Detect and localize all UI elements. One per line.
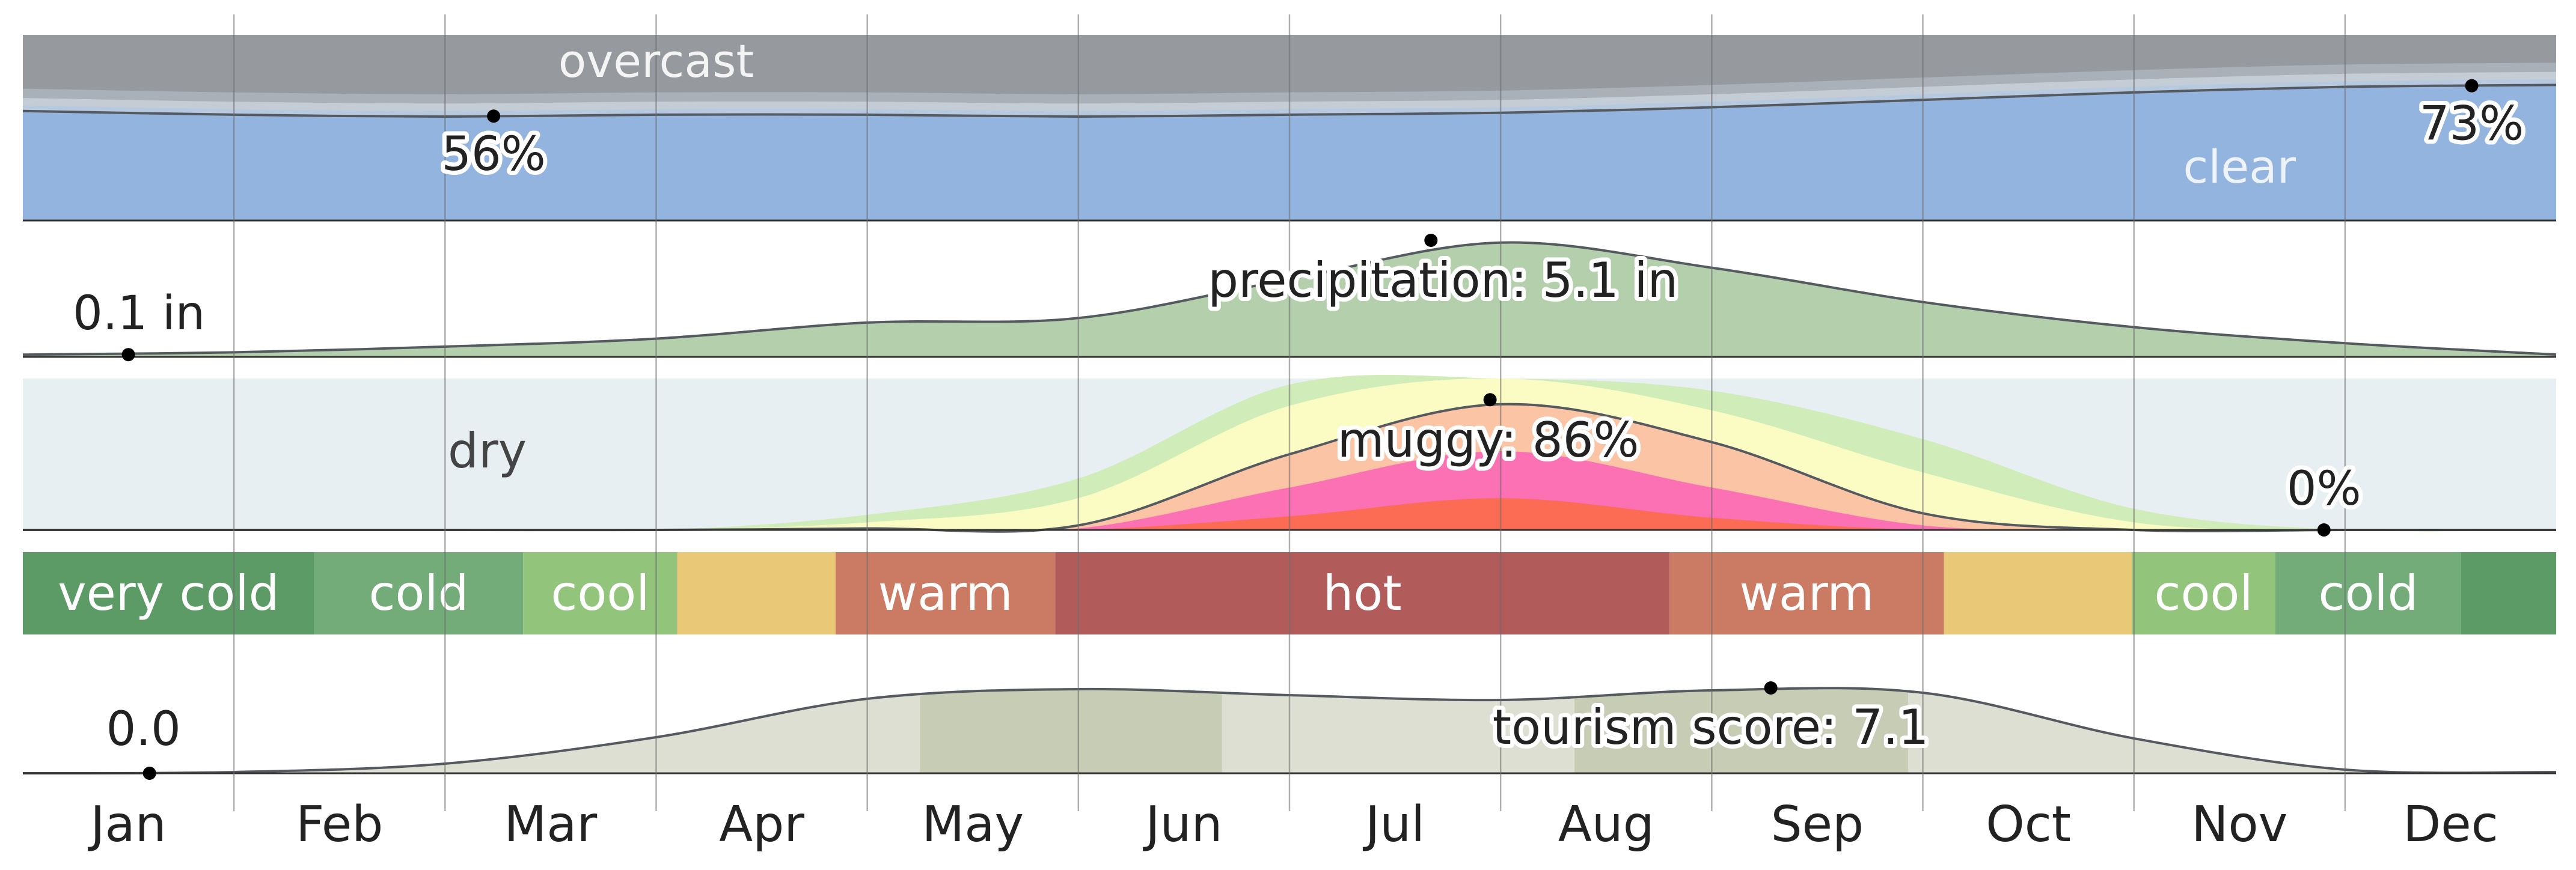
temperature-segment-label: cool bbox=[2154, 565, 2253, 621]
tourism-best-period bbox=[1574, 688, 1908, 773]
month-label: Dec bbox=[2403, 796, 2498, 853]
temperature-segment bbox=[677, 552, 836, 634]
dry-label: dry bbox=[448, 423, 527, 479]
precipitation-annotation-label: precipitation: 5.1 in bbox=[1208, 252, 1678, 308]
temperature-segment bbox=[1669, 552, 1944, 634]
temperature-segment bbox=[2275, 552, 2461, 634]
month-label: Sep bbox=[1771, 796, 1864, 853]
temperature-segment-label: cool bbox=[551, 565, 649, 621]
temperature-segment bbox=[314, 552, 524, 634]
month-label: May bbox=[922, 796, 1024, 853]
overcast-label: overcast bbox=[558, 34, 754, 88]
precipitation-annotation-dot bbox=[121, 348, 135, 362]
humidity-annotation-dot bbox=[1483, 393, 1497, 407]
humidity-annotation-label: 0% bbox=[2287, 462, 2361, 516]
temperature-segment-label: hot bbox=[1323, 565, 1402, 621]
humidity-annotation-label: muggy: 86% bbox=[1338, 412, 1639, 468]
month-label: Feb bbox=[296, 796, 383, 853]
temperature-segment-label: warm bbox=[1739, 565, 1874, 621]
month-label: Mar bbox=[504, 796, 598, 853]
temperature-segment bbox=[1944, 552, 2132, 634]
temperature-segment-label: warm bbox=[878, 565, 1013, 621]
tourism-annotation-dot bbox=[142, 767, 156, 780]
cloud-annotation-label: 73% bbox=[2420, 97, 2524, 151]
month-gridlines bbox=[233, 14, 2346, 811]
cloud-annotation-label: 56% bbox=[441, 127, 545, 181]
temperature-segment bbox=[1055, 552, 1670, 634]
temperature-band-panel: very cold cold cool warm hot warm cool cold bbox=[23, 552, 2556, 634]
precipitation-annotation-dot bbox=[1424, 234, 1438, 247]
cloud-annotation-dot bbox=[2465, 79, 2479, 93]
month-label: Jul bbox=[1362, 796, 1425, 853]
temperature-segment-label: cold bbox=[2318, 565, 2418, 621]
precipitation-annotation-label: 0.1 in bbox=[73, 287, 205, 341]
temperature-segment bbox=[2461, 552, 2556, 634]
tourism-best-period bbox=[920, 688, 1222, 773]
month-label: Jun bbox=[1142, 796, 1222, 853]
month-label: Nov bbox=[2191, 796, 2287, 853]
cloud-annotation-dot bbox=[487, 109, 501, 123]
temperature-segment-label: very cold bbox=[58, 565, 279, 621]
temperature-segment bbox=[523, 552, 678, 634]
temperature-segment bbox=[835, 552, 1056, 634]
month-label: Apr bbox=[719, 796, 804, 853]
month-label: Oct bbox=[1986, 796, 2071, 853]
month-axis: Jan Feb Mar Apr May Jun Jul Aug Sep Oct Nov Dec bbox=[87, 796, 2498, 853]
temperature-segment bbox=[23, 552, 314, 634]
month-label: Jan bbox=[87, 796, 166, 853]
temperature-segment-label: cold bbox=[369, 565, 468, 621]
tourism-annotation-label: 0.0 bbox=[106, 702, 181, 756]
humidity-annotation-dot bbox=[2317, 523, 2331, 537]
annotations: overcast clear 56% 73% 0.1 in precipitation: … bbox=[69, 34, 2528, 780]
clear-label: clear bbox=[2183, 140, 2296, 193]
tourism-annotation-dot bbox=[1764, 681, 1778, 695]
temperature-segment bbox=[2132, 552, 2275, 634]
tourism-annotation-label: tourism score: 7.1 bbox=[1493, 699, 1929, 755]
month-label: Aug bbox=[1558, 796, 1654, 853]
